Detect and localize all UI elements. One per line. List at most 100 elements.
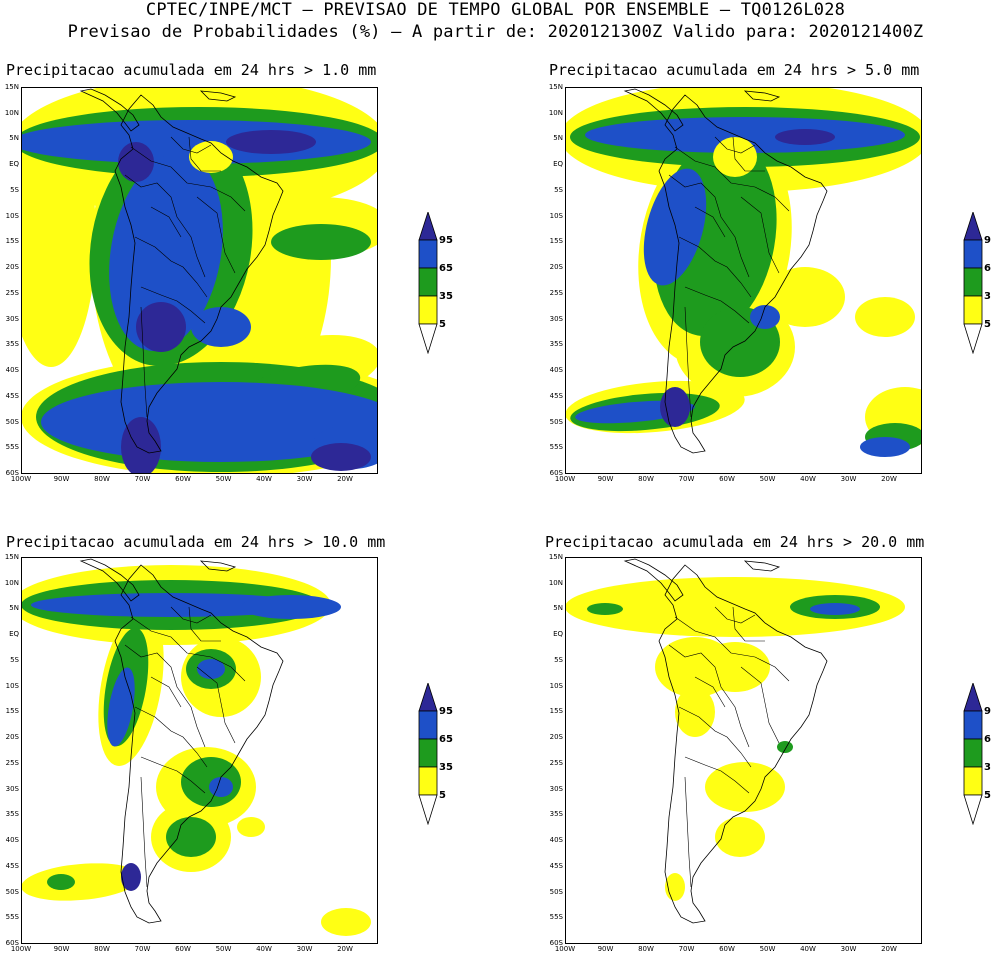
latitude-tick-label: 60S xyxy=(5,469,19,477)
legend-swatch xyxy=(963,738,983,768)
probability-area xyxy=(197,659,225,679)
latitude-tick-label: 10N xyxy=(548,578,563,587)
probability-area xyxy=(311,443,371,471)
country-border xyxy=(130,616,246,682)
latitude-tick-label: 20S xyxy=(5,733,19,742)
latitude-tick-label: 10N xyxy=(4,108,19,117)
longitude-tick-label: 40W xyxy=(256,945,272,953)
latitude-tick-label: 20S xyxy=(549,263,563,272)
probability-area xyxy=(209,777,233,797)
latitude-tick-label: 40S xyxy=(5,836,19,845)
legend-swatch xyxy=(963,681,983,712)
longitude-tick-label: 40W xyxy=(256,475,272,483)
longitude-tick-label: 100W xyxy=(10,475,32,483)
country-border xyxy=(732,136,765,172)
longitude-tick-label: 60W xyxy=(175,945,191,953)
south-america-coastline xyxy=(114,94,284,454)
legend-swatch xyxy=(418,239,438,269)
probability-area xyxy=(136,302,186,352)
country-border xyxy=(694,206,726,238)
central-america-coastline xyxy=(623,88,684,132)
probability-area xyxy=(860,437,910,457)
longitude-tick-label: 40W xyxy=(800,475,816,483)
latitude-tick-label: 35S xyxy=(5,810,19,819)
legend-level-label: 35 xyxy=(984,291,991,302)
country-border xyxy=(684,286,750,324)
longitude-tick-label: 30W xyxy=(296,475,313,483)
longitude-tick-label: 20W xyxy=(881,475,897,483)
latitude-tick-label: 45S xyxy=(5,861,19,870)
country-border xyxy=(134,236,208,298)
longitude-tick-label: 70W xyxy=(134,945,151,953)
figure-title-line-1: CPTEC/INPE/MCT – PREVISAO DE TEMPO GLOBA… xyxy=(145,0,846,20)
legend-swatch xyxy=(963,323,983,355)
longitude-tick-label: 70W xyxy=(678,945,695,953)
legend-level-label: 95 xyxy=(439,706,453,717)
latitude-tick-label: 60S xyxy=(5,939,19,947)
latitude-tick-label: 15N xyxy=(4,83,19,91)
country-border xyxy=(740,196,780,274)
probability-area xyxy=(121,417,161,474)
panel-1-map-svg xyxy=(21,87,378,474)
country-border xyxy=(134,706,208,768)
figure-title-line-2: Previsao de Probabilidades (%) – A parti… xyxy=(67,22,924,42)
panel-3-map-svg xyxy=(21,557,378,944)
latitude-tick-label: 15S xyxy=(549,237,563,246)
probability-area xyxy=(166,817,216,857)
latitude-tick-label: 15S xyxy=(549,707,563,716)
longitude-tick-label: 20W xyxy=(337,945,353,953)
latitude-tick-label: 15N xyxy=(4,553,19,561)
probability-area xyxy=(121,863,141,891)
longitude-tick-label: 40W xyxy=(800,945,816,953)
country-border xyxy=(124,174,206,278)
legend-level-label: 5 xyxy=(439,790,446,801)
probability-area xyxy=(118,142,154,182)
latitude-tick-label: 15S xyxy=(5,707,19,716)
latitude-tick-label: 40S xyxy=(549,836,563,845)
longitude-tick-label: 80W xyxy=(638,945,654,953)
country-border xyxy=(684,306,692,418)
central-america-coastline xyxy=(79,88,140,132)
panel-4-map-svg xyxy=(565,557,922,944)
latitude-tick-label: 20S xyxy=(549,733,563,742)
latitude-tick-label: EQ xyxy=(9,630,19,639)
probability-area xyxy=(855,297,915,337)
longitude-tick-label: 50W xyxy=(759,475,776,483)
longitude-tick-label: 80W xyxy=(638,475,654,483)
probability-area xyxy=(750,305,780,329)
latitude-tick-label: 10S xyxy=(549,681,563,690)
panel-2-map-svg xyxy=(565,87,922,474)
country-border xyxy=(150,206,182,238)
probability-area xyxy=(705,762,785,812)
latitude-tick-label: 5S xyxy=(10,655,19,664)
longitude-tick-label: 20W xyxy=(881,945,897,953)
legend-level-label: 95 xyxy=(984,706,991,717)
longitude-tick-label: 80W xyxy=(94,945,110,953)
longitude-tick-label: 30W xyxy=(840,475,857,483)
probability-area xyxy=(587,603,623,615)
legend-swatch xyxy=(963,766,983,796)
legend-swatch xyxy=(963,794,983,826)
country-border xyxy=(196,666,236,744)
legend-swatch xyxy=(418,295,438,325)
legend-level-label: 35 xyxy=(439,291,453,302)
country-border xyxy=(188,136,221,172)
panel-2-title: Precipitacao acumulada em 24 hrs > 5.0 m… xyxy=(549,61,920,79)
legend-swatch xyxy=(418,766,438,796)
country-border xyxy=(684,756,750,794)
country-border xyxy=(740,666,780,744)
latitude-tick-label: 5N xyxy=(553,134,563,143)
panel-3-legend: 95 65 35 5 xyxy=(418,681,453,829)
latitude-tick-label: 55S xyxy=(5,443,19,452)
legend-swatch xyxy=(963,710,983,740)
panel-2-legend: 95 65 35 5 xyxy=(963,210,991,358)
country-border xyxy=(140,756,206,794)
latitude-tick-label: 5S xyxy=(554,655,563,664)
longitude-tick-label: 30W xyxy=(840,945,857,953)
probability-area xyxy=(660,387,690,427)
latitude-tick-label: 5S xyxy=(554,185,563,194)
latitude-tick-label: 50S xyxy=(5,417,19,426)
longitude-tick-label: 60W xyxy=(719,475,735,483)
legend-level-label: 65 xyxy=(984,734,991,745)
central-america-coastline xyxy=(79,558,140,602)
